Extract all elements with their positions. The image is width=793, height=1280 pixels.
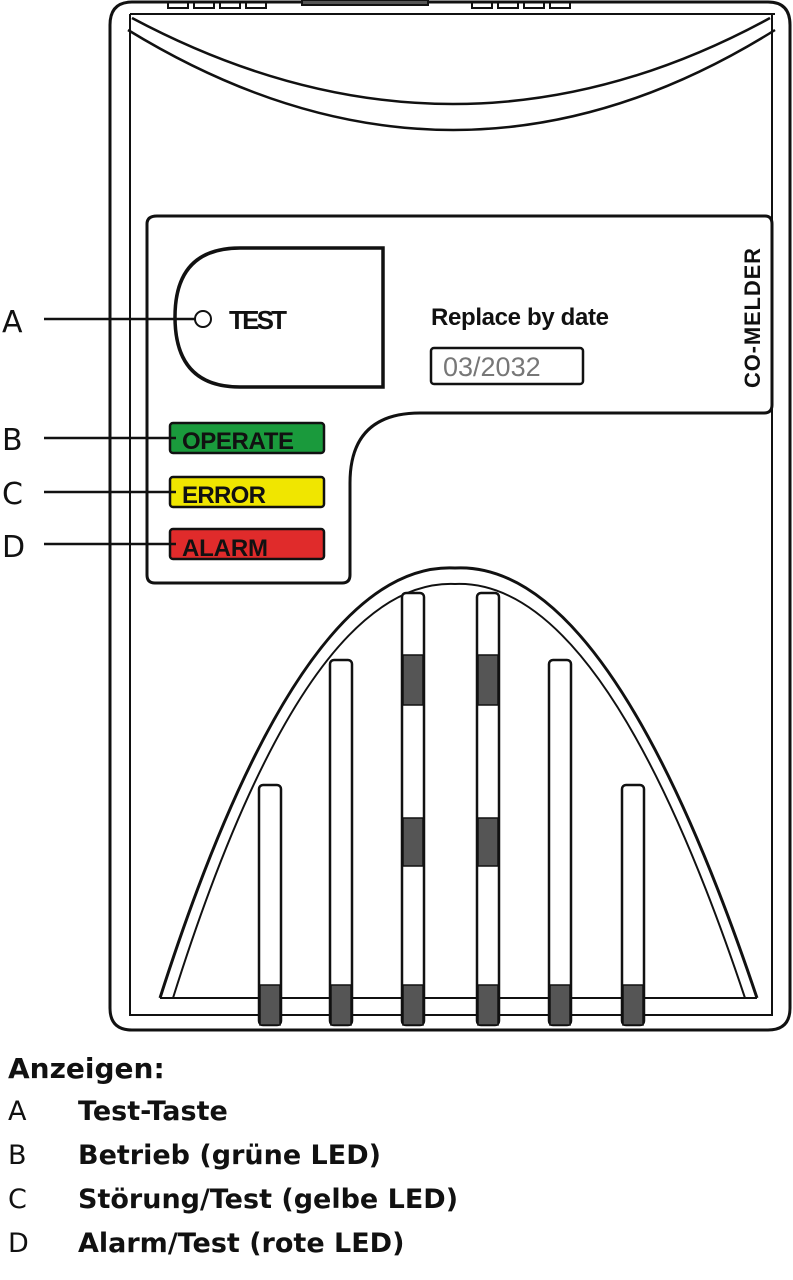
replace-by-label: Replace by date <box>431 304 609 331</box>
legend-item: A Test-Taste <box>8 1095 228 1127</box>
product-label: CO-MELDER <box>740 248 765 388</box>
vent-slots <box>257 591 646 1027</box>
callout-d: D <box>2 530 25 565</box>
test-led-icon <box>194 310 212 328</box>
vent-arch <box>158 566 759 999</box>
device-housing <box>108 0 792 1032</box>
top-bezel <box>131 16 771 106</box>
replace-date: 03/2032 <box>443 352 541 382</box>
test-button[interactable] <box>173 246 385 389</box>
legend-item: C Störung/Test (gelbe LED) <box>8 1183 459 1215</box>
led-operate-label: OPERATE <box>182 428 294 455</box>
legend-title: Anzeigen: <box>8 1052 165 1085</box>
callout-a: A <box>2 305 23 340</box>
callout-c: C <box>2 477 23 512</box>
callout-b: B <box>2 423 23 458</box>
replace-date-box <box>429 346 585 386</box>
legend-item: B Betrieb (grüne LED) <box>8 1139 381 1171</box>
legend-item: D Alarm/Test (rote LED) <box>8 1227 405 1259</box>
legend: Anzeigen: A Test-Taste B Betrieb (grüne LE… <box>8 1052 458 1265</box>
label-panel <box>145 214 774 585</box>
led-error-label: ERROR <box>182 482 266 509</box>
led-alarm-label: ALARM <box>182 535 268 562</box>
test-label: TEST <box>229 305 287 335</box>
